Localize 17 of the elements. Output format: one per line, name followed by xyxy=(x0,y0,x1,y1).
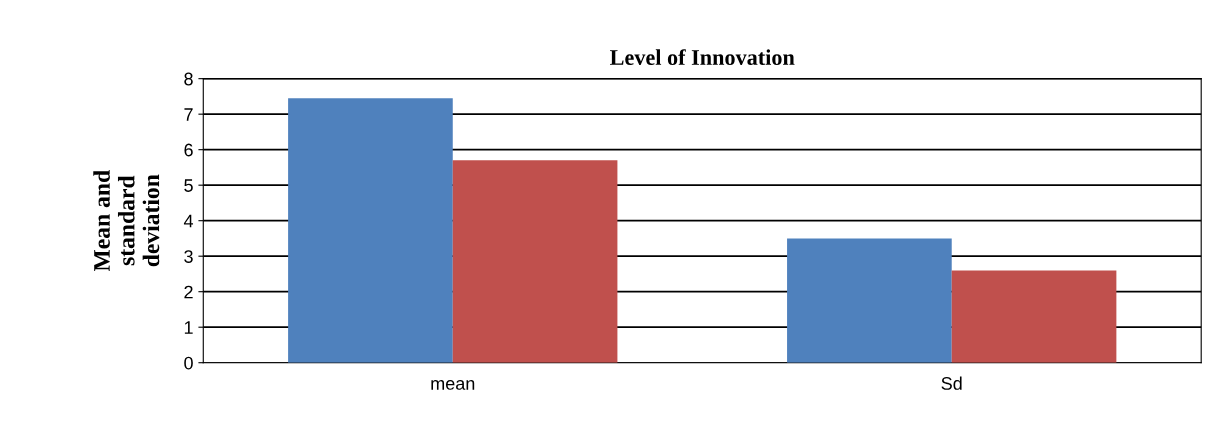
y-tick-label: 5 xyxy=(184,179,193,192)
chart-title: Level of Innovation xyxy=(610,49,795,65)
y-tick-label: 7 xyxy=(184,108,193,121)
y-tick-label: 2 xyxy=(184,285,193,299)
y-tick-label: 3 xyxy=(184,250,193,263)
y-tick-label: 6 xyxy=(184,143,193,157)
bar xyxy=(951,270,1117,363)
y-tick-label: 1 xyxy=(184,321,193,334)
x-tick-label: mean xyxy=(431,379,475,390)
bar xyxy=(452,160,618,363)
y-axis-title: Mean and standard deviation xyxy=(93,170,160,272)
bar xyxy=(787,238,952,363)
x-tick-label: Sd xyxy=(941,376,962,390)
y-tick-label: 4 xyxy=(183,214,194,228)
y-tick-label: 8 xyxy=(184,72,193,86)
y-tick-label: 0 xyxy=(184,356,193,370)
bar xyxy=(288,98,453,363)
